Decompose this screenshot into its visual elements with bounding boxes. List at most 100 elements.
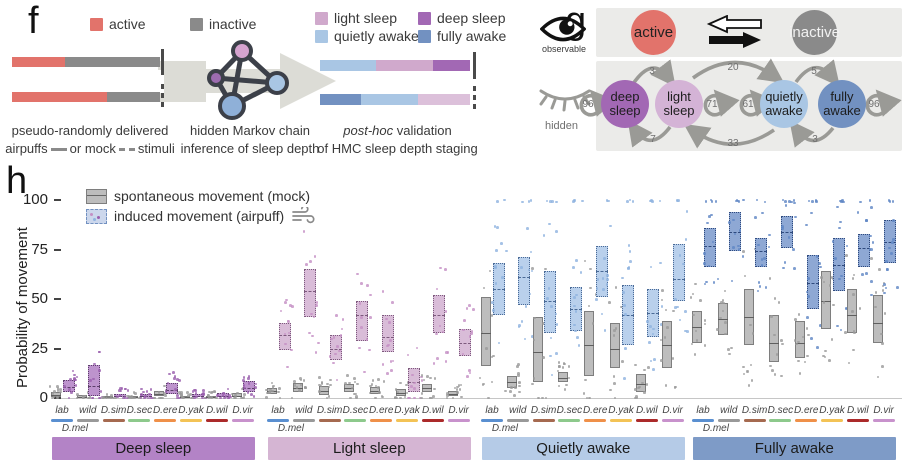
- mock-data-point: [343, 382, 347, 385]
- mock-data-point: [52, 395, 56, 399]
- mock-data-point: [620, 305, 623, 309]
- mock-data-point: [420, 392, 424, 395]
- species-color-bar: [51, 419, 73, 422]
- airpuff-box: [673, 243, 686, 301]
- mock-data-point: [828, 284, 832, 288]
- mock-data-point: [431, 394, 435, 398]
- airpuff-data-point: [649, 359, 653, 363]
- mock-median-line: [821, 300, 831, 302]
- mock-data-point: [105, 396, 109, 400]
- airpuff-data-point: [420, 375, 423, 379]
- airpuff-data-point: [390, 369, 393, 372]
- airpuff-data-point: [547, 287, 551, 290]
- mock-data-point: [329, 378, 332, 382]
- airpuff-data-point: [807, 276, 810, 280]
- airpuff-data-point: [435, 332, 438, 336]
- legend-light-sleep-label: light sleep: [334, 10, 398, 26]
- species-color-bar: [267, 419, 289, 422]
- airpuff-data-point: [341, 318, 345, 321]
- airpuff-data-point: [142, 390, 145, 394]
- airpuff-data-point: [243, 386, 246, 390]
- mock-data-point: [354, 392, 357, 396]
- airpuff-data-point: [760, 211, 764, 215]
- airpuff-data-point: [600, 312, 604, 316]
- airpuff-data-point: [621, 276, 624, 280]
- mock-data-point: [822, 354, 825, 358]
- airpuff-data-point: [439, 266, 442, 270]
- mock-data-point: [699, 299, 702, 302]
- airpuff-data-point: [286, 319, 290, 323]
- y-tick-mark: [54, 248, 61, 251]
- species-label: D.ere: [152, 405, 178, 416]
- mock-data-point: [851, 277, 855, 280]
- airpuff-box: [304, 269, 317, 317]
- mock-data-point: [795, 342, 798, 346]
- airpuff-data-point: [410, 385, 413, 388]
- mock-data-point: [56, 396, 60, 400]
- mock-data-point: [671, 309, 675, 313]
- mock-data-point: [720, 301, 723, 304]
- airpuff-data-point: [74, 378, 77, 382]
- airpuff-data-point: [678, 254, 682, 257]
- mock-median-line: [51, 395, 61, 397]
- airpuff-data-point: [389, 339, 392, 342]
- mock-data-point: [703, 319, 707, 322]
- state-active-label: active: [633, 24, 674, 41]
- airpuff-data-point: [530, 269, 534, 273]
- bar-segment: [106, 92, 160, 102]
- airpuff-data-point: [755, 198, 759, 202]
- mock-data-point: [730, 346, 733, 350]
- airpuff-data-point: [194, 392, 198, 395]
- airpuff-median-line: [832, 265, 845, 267]
- airpuff-data-point: [684, 310, 687, 313]
- airpuff-data-point: [501, 275, 504, 279]
- airpuff-data-point: [627, 244, 631, 247]
- airpuff-median-line: [703, 245, 716, 247]
- mock-data-point: [446, 392, 449, 395]
- airpuff-data-point: [122, 396, 125, 400]
- airpuff-data-point: [888, 246, 891, 250]
- legend-active: active: [90, 16, 146, 32]
- species-color-bar: [795, 419, 818, 422]
- inactive-swatch: [190, 17, 203, 31]
- airpuff-data-point: [682, 262, 685, 266]
- mock-data-point: [613, 382, 616, 385]
- mock-data-point: [398, 396, 402, 400]
- mock-box: [584, 310, 595, 377]
- airpuff-data-point: [882, 291, 886, 295]
- airpuff-data-point: [760, 264, 764, 267]
- airpuff-data-point: [317, 341, 320, 345]
- mock-data-point: [355, 395, 358, 398]
- airpuff-data-point: [149, 396, 152, 400]
- bar-segment: [432, 60, 470, 71]
- mock-data-point: [325, 396, 329, 400]
- mock-data-point: [881, 289, 885, 292]
- mock-data-point: [793, 339, 797, 342]
- species-color-bar: [769, 419, 792, 422]
- mock-data-point: [268, 391, 272, 394]
- airpuff-data-point: [703, 252, 706, 255]
- airpuff-data-point: [468, 335, 472, 338]
- mock-data-point: [636, 386, 640, 390]
- mock-data-point: [614, 286, 618, 289]
- mock-data-point: [76, 393, 79, 397]
- species-label: D.ere: [793, 405, 819, 416]
- airpuff-data-point: [69, 391, 73, 394]
- airpuff-data-point: [606, 274, 609, 277]
- mock-data-point: [186, 391, 189, 394]
- airpuff-data-point: [444, 267, 447, 271]
- airpuff-data-point: [869, 293, 873, 297]
- legend-quietly-awake-label: quietly awake: [334, 28, 419, 44]
- markov-network-graphic: [158, 40, 336, 120]
- mock-data-point: [271, 386, 275, 389]
- mock-data-point: [329, 383, 332, 387]
- mock-data-point: [770, 315, 774, 318]
- airpuff-data-point: [436, 357, 439, 360]
- airpuff-data-point: [845, 244, 849, 248]
- species-label: lab: [271, 405, 285, 416]
- airpuff-data-point: [176, 394, 179, 397]
- mock-data-point: [660, 359, 663, 362]
- species-label: D.yak: [819, 405, 845, 416]
- transition-5-fwd: 5: [811, 66, 817, 77]
- airpuff-data-point: [714, 200, 718, 203]
